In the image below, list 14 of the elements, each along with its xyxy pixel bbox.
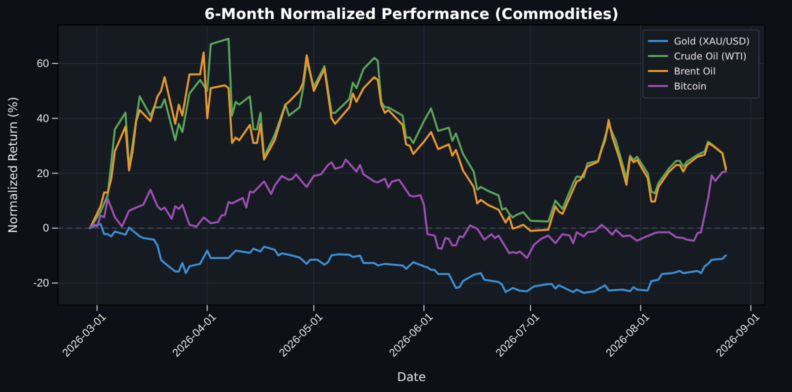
y-tick-label: 20	[36, 168, 49, 180]
line-series	[88, 158, 727, 260]
chart-title: 6-Month Normalized Performance (Commodities)	[204, 5, 619, 23]
legend-label: Gold (XAU/USD)	[674, 36, 750, 48]
y-tick-label: -20	[33, 278, 49, 290]
line-series	[88, 223, 727, 294]
x-axis-title: Date	[397, 370, 426, 384]
y-tick-label: 0	[42, 222, 49, 235]
y-axis-title: Normalized Return (%)	[6, 96, 20, 234]
legend-label: Brent Oil	[674, 66, 716, 78]
y-tick-label: 40	[36, 112, 49, 125]
legend-label: Bitcoin	[674, 81, 707, 92]
legend-label: Crude Oil (WTI)	[674, 51, 747, 62]
y-tick-label: 60	[36, 58, 49, 70]
